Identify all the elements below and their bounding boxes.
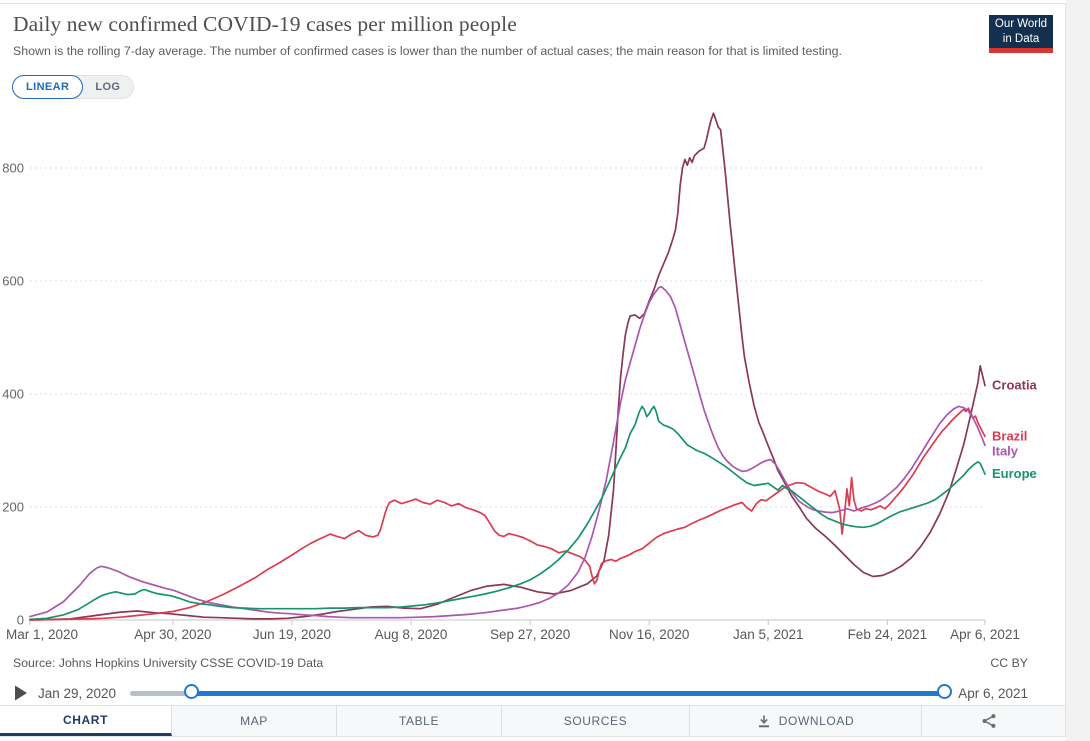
- share-icon: [981, 713, 997, 729]
- chart-title: Daily new confirmed COVID-19 cases per m…: [13, 12, 517, 36]
- tab-share[interactable]: [922, 706, 1064, 736]
- y-tick-label: 600: [2, 274, 24, 289]
- tab-download[interactable]: DOWNLOAD: [690, 706, 922, 736]
- license-badge[interactable]: CC BY: [990, 656, 1028, 670]
- y-tick-label: 0: [17, 613, 24, 628]
- tab-bar: CHART MAP TABLE SOURCES DOWNLOAD: [0, 705, 1065, 736]
- x-tick-label: Apr 6, 2021: [950, 627, 1020, 642]
- tab-map[interactable]: MAP: [172, 706, 337, 736]
- play-button[interactable]: [14, 685, 28, 701]
- timeline-slider[interactable]: [130, 683, 953, 703]
- linear-button[interactable]: LINEAR: [12, 75, 84, 99]
- chart-subtitle: Shown is the rolling 7-day average. The …: [13, 44, 842, 58]
- x-tick-label: Apr 30, 2020: [134, 627, 211, 642]
- series-line-italy: [29, 285, 986, 619]
- x-tick-label: Nov 16, 2020: [609, 627, 689, 642]
- y-tick-label: 400: [2, 387, 24, 402]
- timeline-end-date: Apr 6, 2021: [958, 685, 1028, 701]
- y-tick-label: 200: [2, 500, 24, 515]
- series-line-croatia: [29, 112, 986, 621]
- line-chart[interactable]: 0 200 400 600 800 Mar 1, 2020 Apr 30, 2020 Jun …: [0, 4, 1064, 654]
- series-line-europe: [29, 405, 986, 621]
- series-label-brazil: Brazil: [992, 428, 1027, 443]
- timeline-end-handle[interactable]: [937, 684, 953, 699]
- grapher-frame: Daily new confirmed COVID-19 cases per m…: [0, 3, 1066, 737]
- tab-sources[interactable]: SOURCES: [502, 706, 690, 736]
- x-tick-label: Feb 24, 2021: [848, 627, 928, 642]
- source-note: Source: Johns Hopkins University CSSE CO…: [13, 656, 324, 670]
- page-background-strip: [1066, 0, 1090, 741]
- owid-logo-line1: Our World: [994, 17, 1048, 30]
- tab-chart[interactable]: CHART: [0, 706, 172, 736]
- series-label-croatia: Croatia: [992, 378, 1038, 393]
- series-line-brazil: [29, 407, 986, 621]
- timeline-start-handle[interactable]: [184, 684, 200, 699]
- y-tick-label: 800: [2, 161, 24, 176]
- x-tick-label: Mar 1, 2020: [6, 627, 78, 642]
- timeline-track-unselected[interactable]: [130, 691, 193, 696]
- x-tick-label: Jun 19, 2020: [253, 627, 331, 642]
- scale-toggle[interactable]: LINEAR LOG: [12, 75, 135, 99]
- x-tick-label: Jan 5, 2021: [733, 627, 804, 642]
- log-button[interactable]: LOG: [82, 76, 133, 98]
- owid-logo-line2: in Data: [1002, 32, 1040, 45]
- timeline-start-date: Jan 29, 2020: [38, 685, 117, 701]
- x-tick-label: Aug 8, 2020: [375, 627, 448, 642]
- series-label-europe: Europe: [992, 466, 1037, 481]
- x-tick-label: Sep 27, 2020: [490, 627, 570, 642]
- owid-logo[interactable]: Our World in Data: [989, 15, 1053, 53]
- tab-table[interactable]: TABLE: [337, 706, 502, 736]
- download-icon: [757, 714, 771, 728]
- timeline: Jan 29, 2020 Apr 6, 2021: [14, 679, 1028, 707]
- series-label-italy: Italy: [992, 443, 1019, 458]
- timeline-track-selected[interactable]: [192, 691, 945, 696]
